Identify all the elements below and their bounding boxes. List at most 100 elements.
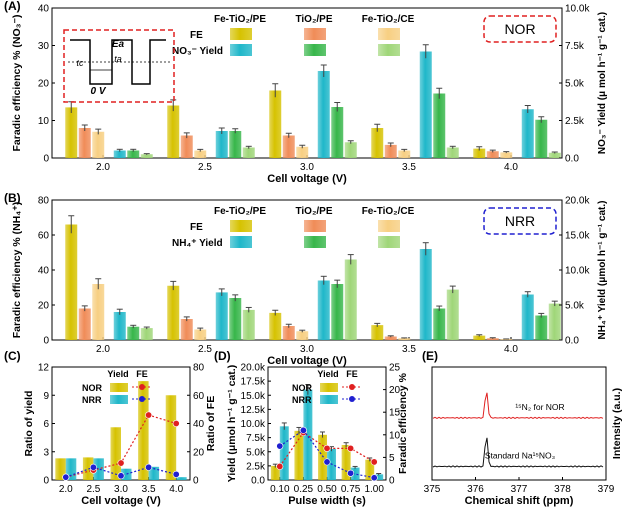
x-axis-label: Chemical shift (ppm) bbox=[465, 495, 574, 507]
bar bbox=[296, 331, 309, 340]
x-tick-label: 3.5 bbox=[402, 344, 416, 355]
bar bbox=[215, 292, 228, 340]
y2-tick-label: 10.0k bbox=[565, 4, 590, 15]
bar bbox=[176, 477, 187, 480]
pulse-zero-label: 0 V bbox=[90, 86, 106, 97]
bar bbox=[92, 131, 105, 158]
bar bbox=[473, 335, 486, 340]
bar bbox=[419, 249, 432, 340]
series-label: Standard Na¹⁵NO₃ bbox=[485, 450, 555, 460]
legend-group-label: Fe-TiO₂/PE bbox=[214, 14, 266, 25]
x-tick-label: 0.25 bbox=[294, 484, 314, 495]
y-tick-label: 12 bbox=[38, 363, 50, 374]
bar bbox=[535, 315, 548, 340]
bar bbox=[269, 90, 282, 158]
legend-marker bbox=[349, 396, 355, 402]
bar bbox=[55, 458, 66, 480]
x-tick-label: 378 bbox=[554, 484, 571, 495]
bar bbox=[113, 150, 126, 158]
bar bbox=[78, 128, 91, 158]
bar bbox=[242, 147, 255, 158]
bar bbox=[331, 107, 344, 158]
legend-row-label: NRR bbox=[82, 395, 102, 405]
y-axis-label: Faradic efficiency % (NO₃⁻) bbox=[11, 14, 23, 151]
y-tick-label: 7.5k bbox=[246, 433, 266, 444]
bar bbox=[296, 146, 309, 158]
legend-swatch bbox=[230, 236, 252, 248]
legend-swatch bbox=[230, 44, 252, 56]
bar bbox=[521, 109, 534, 158]
x-tick-label: 3.0 bbox=[114, 484, 128, 495]
bar bbox=[318, 434, 327, 480]
x-tick-label: 4.0 bbox=[169, 484, 183, 495]
y2-tick-label: 20 bbox=[389, 385, 401, 396]
y2-tick-label: 0.0 bbox=[565, 154, 579, 165]
y-tick-label: 20 bbox=[38, 301, 50, 312]
y2-axis-label: Ratio of FE bbox=[205, 396, 217, 451]
bar bbox=[384, 144, 397, 158]
reaction-tag-box bbox=[483, 15, 557, 43]
bar bbox=[269, 312, 282, 340]
bar bbox=[78, 308, 91, 340]
legend-row-label: NH₄⁺ Yield bbox=[172, 238, 223, 249]
bar bbox=[229, 298, 242, 340]
y2-tick-label: 40 bbox=[193, 419, 205, 430]
y-tick-label: 2.5k bbox=[246, 461, 266, 472]
x-tick-label: 4.0 bbox=[504, 162, 518, 173]
x-tick-label: 0.75 bbox=[341, 484, 361, 495]
line-point bbox=[276, 442, 284, 450]
bar bbox=[500, 152, 513, 158]
x-tick-label: 2.5 bbox=[198, 344, 212, 355]
nmr-spectrum bbox=[432, 437, 604, 468]
legend-marker bbox=[139, 396, 145, 402]
y-tick-label: 10.0k bbox=[241, 419, 266, 430]
legend-swatch bbox=[378, 236, 400, 248]
x-tick-label: 377 bbox=[511, 484, 528, 495]
y2-tick-label: 7.5k bbox=[565, 41, 585, 52]
x-tick-label: 2.0 bbox=[96, 344, 110, 355]
panel-label: (D) bbox=[214, 349, 231, 363]
y2-tick-label: 5.0k bbox=[565, 79, 585, 90]
bar bbox=[433, 308, 446, 340]
bar bbox=[180, 135, 193, 158]
series-label: ¹⁵N₂ for NOR bbox=[515, 402, 564, 412]
bar bbox=[167, 105, 180, 158]
legend-swatch bbox=[304, 44, 326, 56]
legend-group-label: TiO₂/PE bbox=[295, 206, 332, 217]
y2-tick-label: 2.5k bbox=[565, 116, 585, 127]
y-tick-label: 0.0 bbox=[251, 476, 265, 487]
x-axis-label: Cell voltage (V) bbox=[267, 173, 347, 185]
bar bbox=[446, 289, 459, 340]
line-point bbox=[347, 444, 355, 452]
legend-row-label: NRR bbox=[292, 395, 312, 405]
legend-swatch bbox=[230, 28, 252, 40]
x-tick-label: 2.5 bbox=[86, 484, 100, 495]
x-axis-label: Cell voltage (V) bbox=[81, 495, 161, 507]
x-tick-label: 0.10 bbox=[270, 484, 290, 495]
bar bbox=[350, 467, 360, 480]
legend-head: Yield bbox=[107, 369, 128, 379]
y2-tick-label: 0.0 bbox=[565, 336, 579, 347]
legend-row-label: FE bbox=[190, 30, 203, 41]
legend-head: FE bbox=[136, 369, 148, 379]
legend-swatch bbox=[320, 383, 338, 392]
y2-tick-label: 25 bbox=[389, 363, 401, 374]
y-tick-label: 0 bbox=[43, 336, 49, 347]
plot-frame bbox=[431, 366, 607, 481]
y-tick-label: 12.5k bbox=[241, 405, 266, 416]
x-tick-label: 2.5 bbox=[198, 162, 212, 173]
bar bbox=[279, 426, 289, 480]
x-axis-label: Cell voltage (V) bbox=[267, 355, 347, 367]
series-line bbox=[65, 466, 177, 478]
y2-tick-label: 5 bbox=[389, 453, 395, 464]
legend-row-label: NOR bbox=[292, 383, 313, 393]
legend-group-label: TiO₂/PE bbox=[295, 14, 332, 25]
legend-group-label: Fe-TiO₂/CE bbox=[362, 14, 415, 25]
y-axis-label: Ratio of yield bbox=[23, 391, 35, 457]
bar bbox=[317, 280, 330, 340]
x-tick-label: 3.0 bbox=[300, 344, 314, 355]
panel-label: (B) bbox=[4, 191, 21, 205]
bar bbox=[127, 326, 140, 340]
line-point bbox=[347, 469, 355, 477]
y-tick-label: 0 bbox=[43, 154, 49, 165]
